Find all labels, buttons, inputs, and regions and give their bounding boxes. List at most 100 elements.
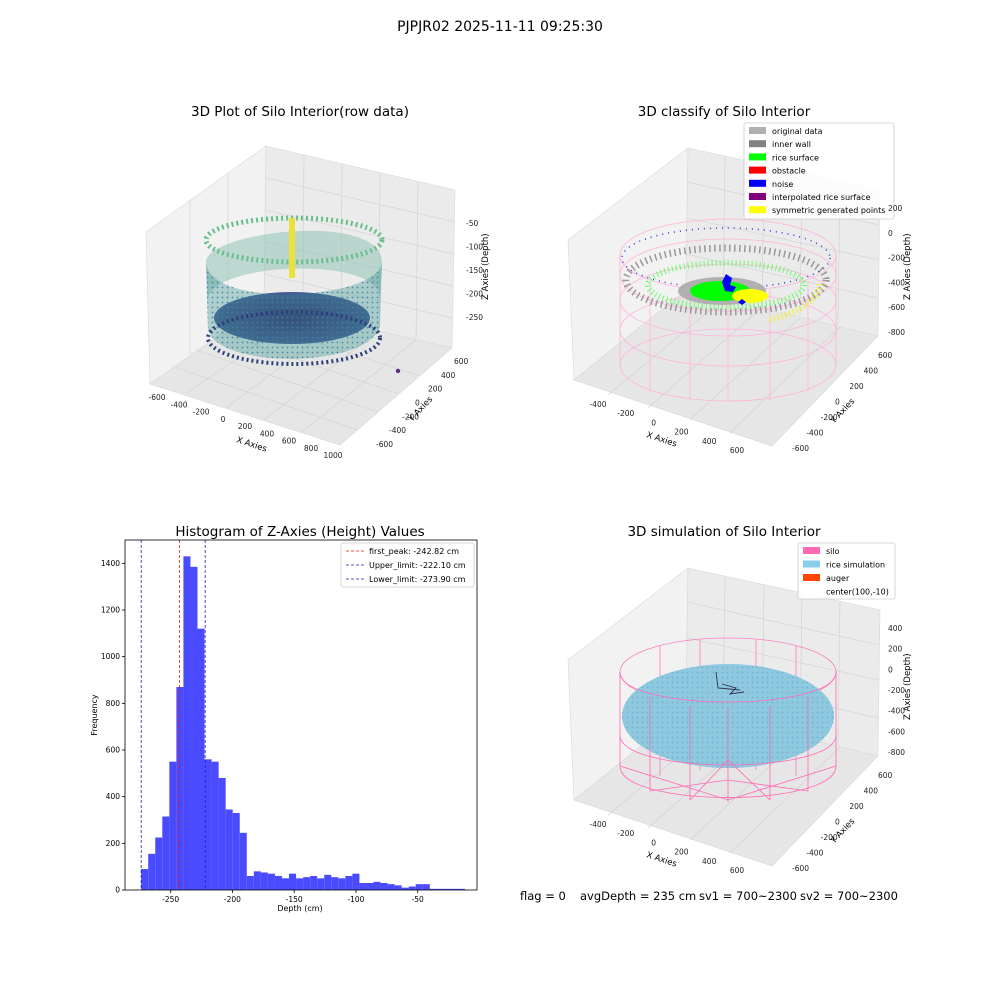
hist-bar	[162, 816, 170, 890]
hist-ytick-label: 600	[106, 746, 121, 755]
classify-legend-swatch	[749, 179, 766, 187]
raw-ztick-label: -200	[466, 290, 483, 299]
sim-ytick-label: 0	[835, 818, 840, 827]
hist-bar	[246, 876, 254, 890]
raw-top-rim	[203, 215, 385, 265]
classify-legend-label: rice surface	[772, 153, 819, 162]
classify-legend-label: noise	[772, 180, 793, 189]
classify-symmetric-arc	[769, 281, 823, 323]
hist-bar	[296, 878, 304, 890]
sim-legend-swatch	[803, 547, 820, 554]
hist-bar	[422, 884, 430, 890]
sim-ytick-label: 200	[849, 802, 864, 811]
hist-ytick-label: 400	[106, 792, 121, 801]
raw-xlabel: X Axies	[235, 435, 268, 454]
classify-legend-label: symmetric generated points	[772, 206, 885, 215]
classify-ztick-label: -600	[888, 303, 905, 312]
sim-ztick-label: 200	[888, 645, 903, 654]
classify-ylabel: Y Axies	[828, 396, 857, 426]
classify-ztick-label: -200	[888, 254, 905, 263]
status-line: flag = 0 avgDepth = 235 cm sv1 = 700~230…	[520, 889, 898, 903]
classify-legend-label: interpolated rice surface	[772, 193, 870, 202]
sim-legend-swatch	[803, 560, 820, 568]
raw-ztick-label: -250	[466, 313, 483, 322]
raw-ytick-label: 600	[454, 357, 469, 366]
sim-ztick-labels: 400 200 0 -200 -400 -600 -800	[888, 624, 905, 757]
sim-auger	[715, 671, 745, 695]
sim-ytick-label: -400	[806, 849, 823, 858]
hist-bar	[155, 837, 163, 890]
classify-legend-label: inner wall	[772, 140, 811, 149]
hist-bar	[289, 873, 297, 890]
raw-ytick-labels: -600 -400 -200 0 200 400 600	[376, 357, 469, 449]
hist-bar	[310, 876, 318, 890]
hist-bar	[176, 687, 184, 890]
hist-bar	[457, 888, 466, 890]
figure-suptitle: PJPJR02 2025-11-11 09:25:30	[397, 19, 603, 35]
classify-legend-swatch	[749, 127, 766, 134]
hist-bar	[373, 881, 381, 890]
raw-ytick-label: -400	[389, 426, 406, 435]
classify-ztick-label: 200	[888, 204, 903, 213]
classify-legend-swatch	[749, 193, 766, 200]
hist-bar	[183, 556, 191, 890]
panel-classify-3d: 3D classify of Silo Interior	[567, 104, 913, 455]
raw-xtick-label: 200	[238, 422, 253, 431]
hist-bar	[204, 759, 212, 890]
sim-ytick-label: -200	[821, 833, 838, 842]
sim-ztick-label: 0	[888, 665, 893, 674]
hist-ytick-label: 1400	[101, 559, 120, 568]
raw-ytick-label: 200	[428, 385, 443, 394]
hist-bar	[380, 883, 388, 890]
hist-bar	[443, 888, 451, 890]
sim-legend-label: auger	[826, 574, 850, 583]
sim-legend-frame	[797, 542, 896, 600]
classify-ytick-label: 200	[849, 382, 864, 391]
classify-ztick-label: -400	[888, 278, 905, 287]
hist-bar	[260, 872, 268, 890]
hist-bar	[190, 566, 198, 890]
raw-xtick-label: -600	[148, 393, 165, 402]
classify-xtick-label: 200	[674, 428, 689, 437]
raw-front-wall-points	[206, 262, 382, 359]
classify-legend-swatch	[749, 153, 766, 161]
raw-outlier-point	[395, 368, 401, 374]
sim-title: 3D simulation of Silo Interior	[627, 524, 821, 540]
hist-xtick-label: -200	[224, 895, 241, 904]
hist-bar	[317, 878, 325, 890]
hist-bar	[239, 832, 247, 890]
hist-legend-frame	[340, 542, 475, 588]
hist-bar	[218, 778, 226, 890]
classify-ztick-label: 0	[888, 229, 893, 238]
classify-xtick-label: 0	[651, 418, 656, 427]
hist-bar	[274, 876, 282, 890]
hist-bar	[303, 877, 311, 890]
hist-ytick-label: 1200	[101, 606, 120, 615]
classify-legend-swatch	[749, 206, 766, 214]
classify-legend-frame	[743, 122, 895, 220]
sim-xtick-label: 200	[674, 848, 689, 857]
sim-legend: silo rice simulation auger center(100,-10)	[797, 542, 896, 600]
raw-xtick-label: 600	[282, 437, 297, 446]
sim-ztick-label: -400	[888, 707, 905, 716]
classify-ytick-label: -600	[792, 444, 809, 453]
raw-point-cloud	[203, 215, 401, 374]
sim-ztick-label: 400	[888, 624, 903, 633]
raw-ytick-label: -200	[402, 412, 419, 421]
raw-front-wall-tint	[206, 262, 382, 359]
hist-bar	[197, 628, 205, 890]
hist-bar	[225, 809, 233, 890]
classify-xtick-label: -400	[589, 400, 606, 409]
classify-legend-label: original data	[772, 127, 823, 136]
status-sv1: sv1 = 700~2300	[699, 889, 797, 903]
classify-ytick-label: 600	[878, 351, 893, 360]
sim-legend-label: center(100,-10)	[826, 588, 889, 597]
raw-ztick-label: -150	[466, 266, 483, 275]
hist-bar	[169, 761, 177, 890]
raw-xtick-labels: -600 -400 -200 0 200 400 600 800 1000	[148, 393, 342, 460]
sim-xtick-label: 400	[702, 857, 717, 866]
raw-xtick-label: 800	[304, 444, 319, 453]
hist-bar	[324, 874, 332, 890]
